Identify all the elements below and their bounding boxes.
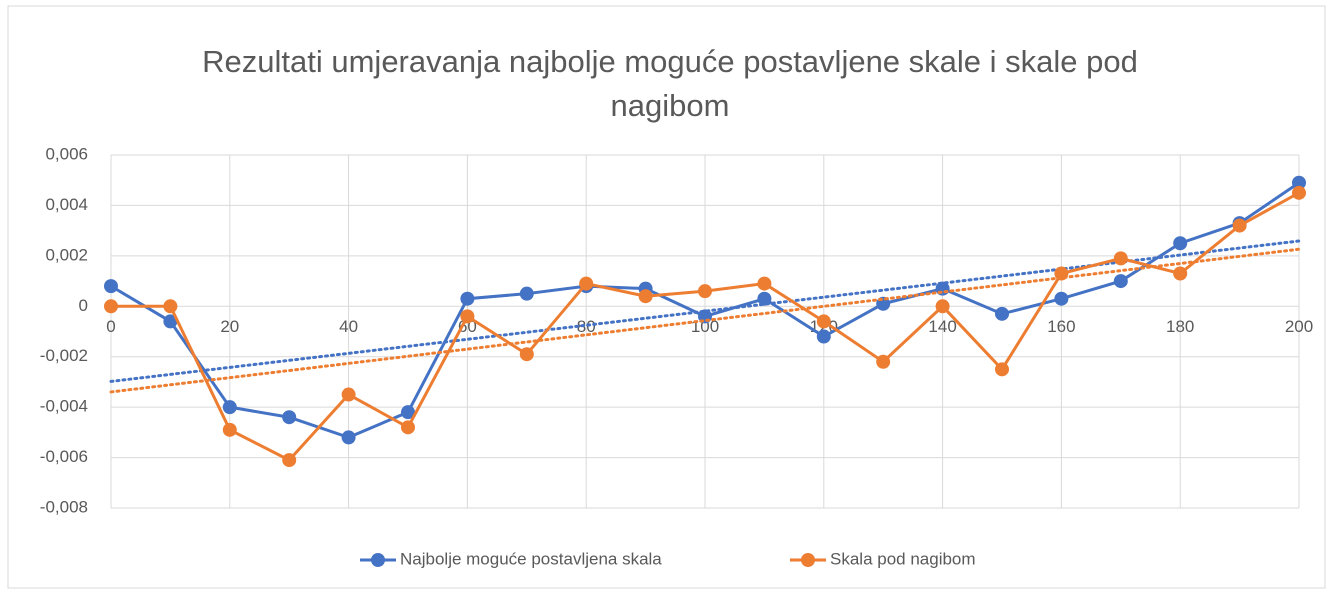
- y-tick-label: -0,006: [40, 447, 88, 466]
- data-point: [876, 354, 891, 369]
- data-point: [282, 453, 297, 468]
- y-tick-label: -0,004: [40, 397, 88, 416]
- data-point: [935, 299, 950, 314]
- trendline: [109, 247, 1301, 394]
- data-point: [816, 314, 831, 329]
- x-tick-label: 200: [1285, 317, 1313, 336]
- y-tick-label: 0,006: [45, 144, 88, 163]
- x-tick-label: 160: [1047, 317, 1075, 336]
- x-tick-label: 80: [577, 317, 596, 336]
- data-point: [1232, 218, 1247, 233]
- legend-marker: [371, 553, 385, 567]
- y-tick-label: 0: [79, 296, 88, 315]
- data-point: [401, 405, 415, 420]
- data-point: [1292, 175, 1306, 190]
- data-point: [163, 314, 178, 329]
- data-point: [1173, 266, 1188, 281]
- data-point: [1113, 274, 1128, 289]
- data-point: [282, 410, 297, 425]
- data-point: [222, 400, 237, 415]
- data-point: [163, 299, 178, 314]
- x-tick-label: 180: [1166, 317, 1194, 336]
- x-tick-label: 20: [220, 317, 239, 336]
- y-tick-label: 0,004: [45, 195, 88, 214]
- data-point: [1054, 266, 1069, 281]
- data-point: [579, 276, 594, 291]
- chart-title: Rezultati umjeravanja najbolje moguće po…: [202, 44, 1138, 123]
- data-point: [995, 306, 1009, 321]
- data-point: [1292, 185, 1306, 200]
- data-point: [519, 286, 534, 301]
- legend-label: Skala pod nagibom: [830, 549, 976, 568]
- data-point: [104, 279, 118, 294]
- data-point: [519, 347, 534, 362]
- data-point: [757, 291, 772, 306]
- data-point: [401, 420, 415, 435]
- x-tick-label: 40: [339, 317, 358, 336]
- y-tick-label: -0,002: [40, 346, 88, 365]
- data-point: [104, 299, 118, 314]
- data-point: [460, 291, 475, 306]
- chart-border: [7, 5, 1326, 589]
- legend-marker: [801, 553, 815, 567]
- data-point: [935, 281, 950, 296]
- y-tick-label: 0,002: [45, 245, 88, 264]
- data-point: [816, 329, 831, 344]
- data-point: [638, 289, 653, 304]
- data-point: [1173, 236, 1188, 251]
- y-tick-label: -0,008: [40, 497, 88, 516]
- x-tick-label: 0: [106, 317, 115, 336]
- data-point: [757, 276, 772, 291]
- data-point: [222, 422, 237, 437]
- data-point: [995, 362, 1009, 377]
- data-point: [1113, 251, 1128, 266]
- legend-label: Najbolje moguće postavljena skala: [400, 549, 662, 568]
- data-point: [341, 430, 356, 445]
- data-point: [460, 309, 475, 324]
- data-point: [698, 284, 712, 299]
- x-tick-label: 140: [928, 317, 956, 336]
- data-point: [341, 387, 356, 402]
- data-point: [1054, 291, 1069, 306]
